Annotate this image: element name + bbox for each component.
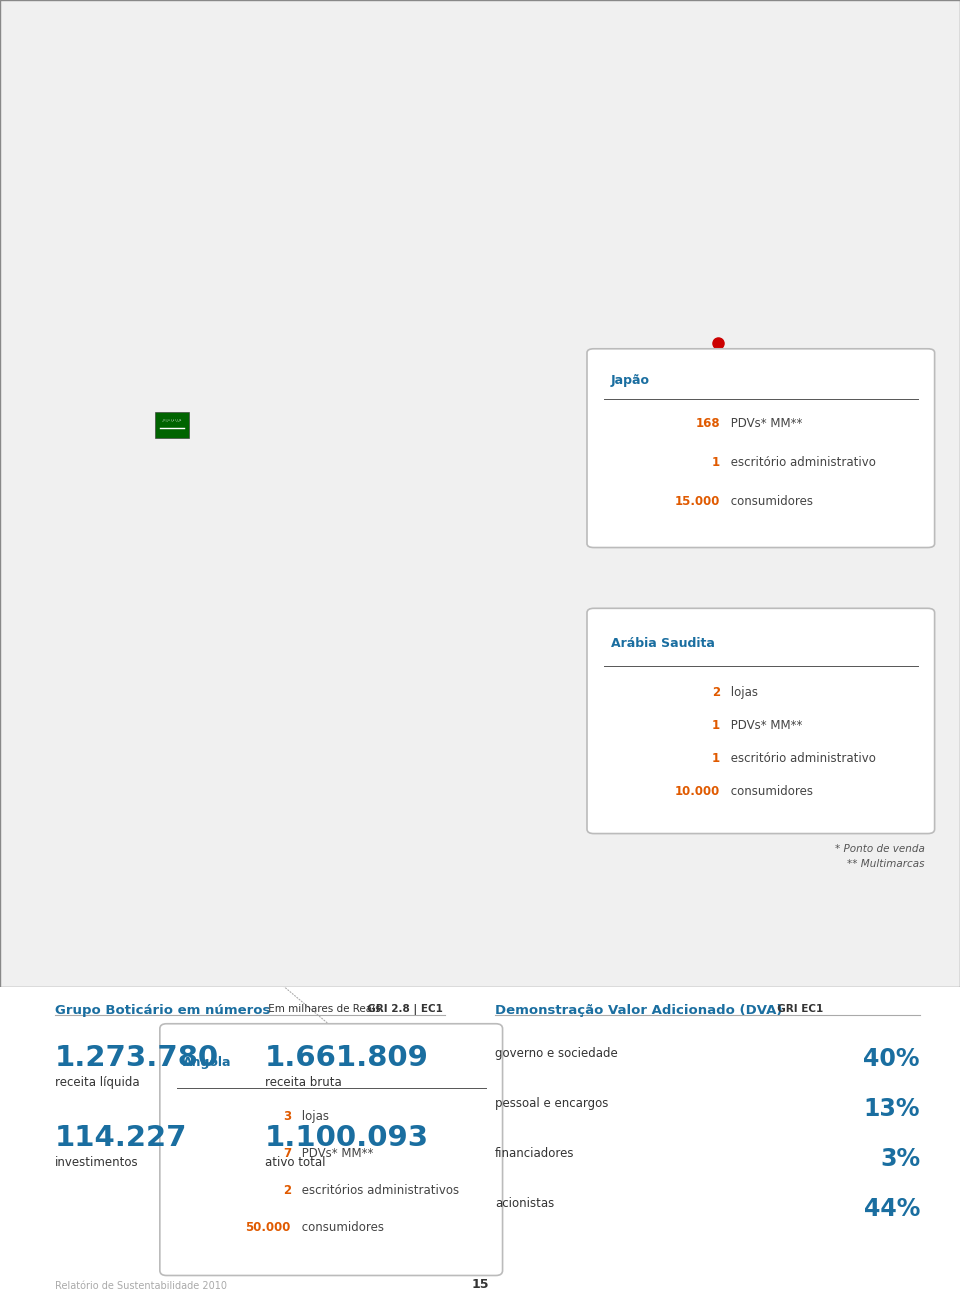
Text: escritório administrativo: escritório administrativo (727, 456, 876, 469)
Text: 15: 15 (471, 1278, 489, 1291)
FancyBboxPatch shape (587, 349, 935, 548)
Text: 1: 1 (711, 752, 720, 765)
Text: receita líquida: receita líquida (55, 1076, 139, 1089)
FancyBboxPatch shape (587, 608, 935, 834)
Text: * Ponto de venda
** Multimarcas: * Ponto de venda ** Multimarcas (834, 844, 924, 869)
Text: consumidores: consumidores (727, 785, 813, 798)
Text: receita bruta: receita bruta (265, 1076, 342, 1089)
Text: 1.100.093: 1.100.093 (265, 1124, 429, 1152)
Text: GRI EC1: GRI EC1 (770, 1004, 824, 1015)
Text: Demonstração Valor Adicionado (DVA): Demonstração Valor Adicionado (DVA) (495, 1004, 782, 1017)
Text: 1.273.780: 1.273.780 (55, 1044, 219, 1072)
Text: escritórios administrativos: escritórios administrativos (298, 1185, 459, 1198)
Text: 2: 2 (711, 686, 720, 699)
Text: 10.000: 10.000 (675, 785, 720, 798)
Text: 114.227: 114.227 (55, 1124, 187, 1152)
Text: lojas: lojas (298, 1111, 328, 1124)
Text: Angola: Angola (183, 1056, 232, 1069)
Text: ativo total: ativo total (265, 1156, 325, 1169)
Text: 7: 7 (283, 1147, 291, 1160)
Text: 168: 168 (695, 417, 720, 430)
Text: pessoal e encargos: pessoal e encargos (495, 1098, 609, 1111)
Text: لا إله إلا الله: لا إله إلا الله (162, 418, 181, 422)
Text: Relatório de Sustentabilidade 2010: Relatório de Sustentabilidade 2010 (55, 1281, 227, 1291)
Text: 2: 2 (283, 1185, 291, 1198)
Text: 40%: 40% (863, 1047, 920, 1072)
Text: escritório administrativo: escritório administrativo (727, 752, 876, 765)
Text: 15.000: 15.000 (675, 495, 720, 508)
Text: financiadores: financiadores (495, 1147, 574, 1160)
Text: PDVs* MM**: PDVs* MM** (727, 718, 803, 731)
FancyBboxPatch shape (159, 1024, 503, 1276)
Text: consumidores: consumidores (298, 1221, 384, 1234)
Text: 1.661.809: 1.661.809 (265, 1044, 429, 1072)
Text: 1: 1 (711, 718, 720, 731)
Text: PDVs* MM**: PDVs* MM** (298, 1147, 373, 1160)
Text: Em milhares de Reais.: Em milhares de Reais. (265, 1004, 384, 1015)
Text: governo e sociedade: governo e sociedade (495, 1047, 617, 1060)
Text: 1: 1 (711, 456, 720, 469)
Text: Arábia Saudita: Arábia Saudita (611, 637, 715, 650)
Text: Grupo Boticário em números: Grupo Boticário em números (55, 1004, 271, 1017)
Text: consumidores: consumidores (727, 495, 813, 508)
Text: investimentos: investimentos (55, 1156, 138, 1169)
Text: 44%: 44% (864, 1198, 920, 1221)
Text: 3%: 3% (880, 1147, 920, 1172)
Text: 13%: 13% (863, 1098, 920, 1121)
Text: Japão: Japão (611, 374, 650, 387)
Text: acionistas: acionistas (495, 1198, 554, 1211)
Text: GRI 2.8 | EC1: GRI 2.8 | EC1 (360, 1004, 443, 1016)
Text: lojas: lojas (727, 686, 757, 699)
Bar (155, 412, 189, 438)
Text: 3: 3 (283, 1111, 291, 1124)
Text: PDVs* MM**: PDVs* MM** (727, 417, 803, 430)
Text: 50.000: 50.000 (246, 1221, 291, 1234)
